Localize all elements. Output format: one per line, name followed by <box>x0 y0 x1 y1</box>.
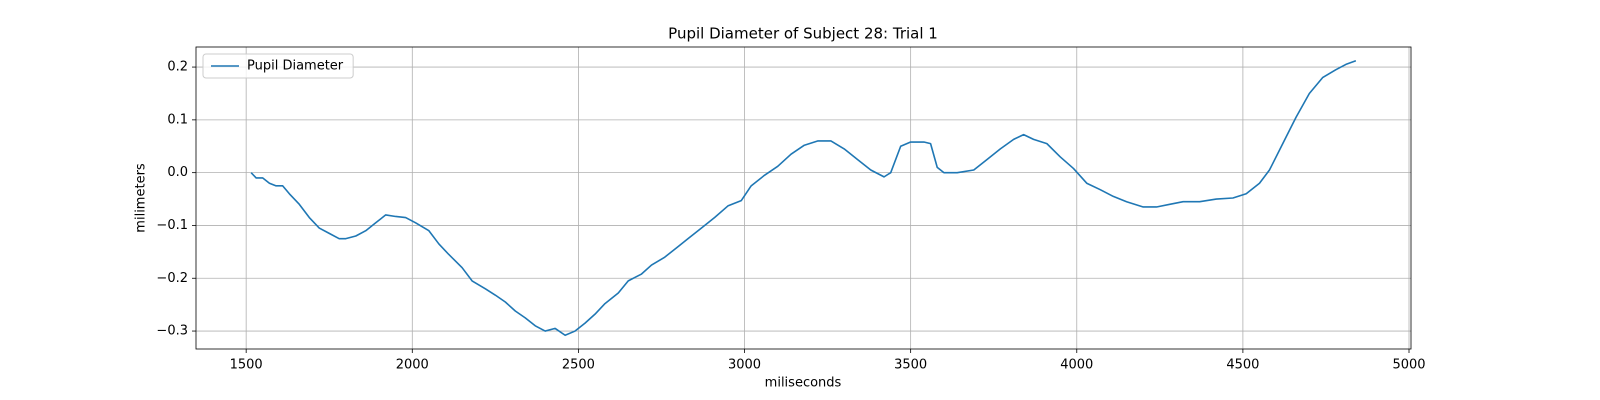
y-tick-label: −0.2 <box>156 271 188 286</box>
plot-frame <box>195 46 1412 350</box>
x-tick-label: 5000 <box>1392 358 1425 373</box>
legend-label: Pupil Diameter <box>247 59 344 74</box>
x-tick-label: 1500 <box>230 358 263 373</box>
y-tick-label: 0.1 <box>167 112 188 127</box>
x-tick-label: 2000 <box>396 358 429 373</box>
data-line <box>250 59 1357 337</box>
y-tick-label: 0.0 <box>167 165 188 180</box>
x-tick-label: 4000 <box>1060 358 1093 373</box>
x-axis-label: miliseconds <box>765 376 842 391</box>
y-tick-label: −0.3 <box>156 324 188 339</box>
x-tick-label: 3000 <box>728 358 761 373</box>
legend-box <box>202 53 354 79</box>
y-axis-label: milimeters <box>134 163 149 233</box>
x-tick-label: 2500 <box>562 358 595 373</box>
x-tick-label: 3500 <box>894 358 927 373</box>
chart-title: Pupil Diameter of Subject 28: Trial 1 <box>668 25 938 43</box>
y-tick-label: −0.1 <box>156 218 188 233</box>
y-tick-label: 0.2 <box>167 60 188 75</box>
x-tick-label: 4500 <box>1226 358 1259 373</box>
